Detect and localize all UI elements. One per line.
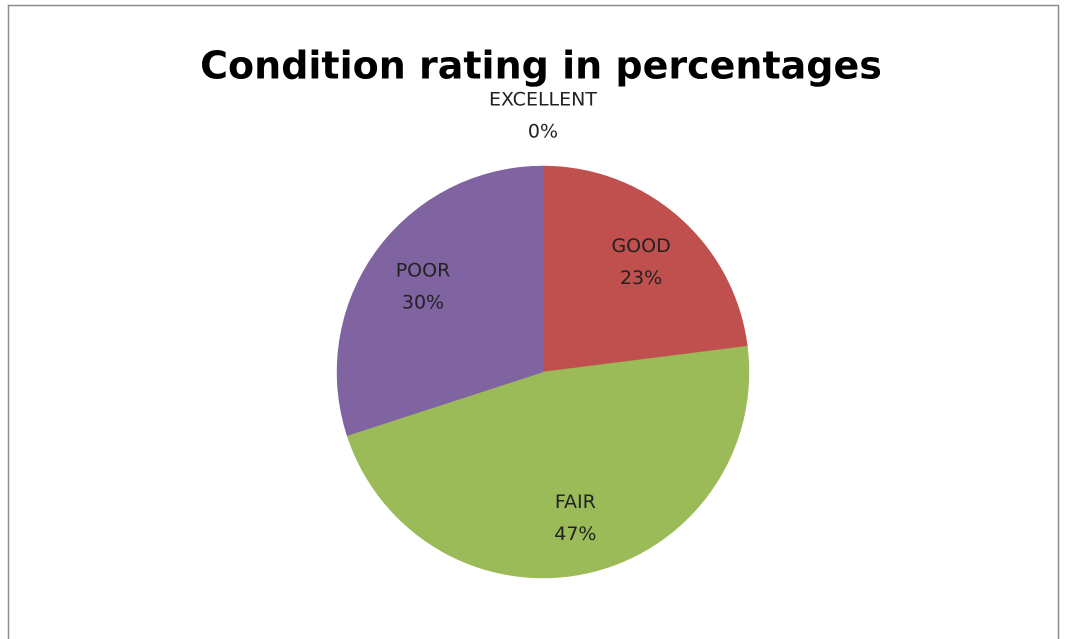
slice-value-label: 23% <box>620 267 662 289</box>
slice-value-label: 0% <box>528 121 558 143</box>
slice-category-label: GOOD <box>611 235 670 257</box>
pie-slice <box>542 165 748 373</box>
pie-slice <box>346 345 750 579</box>
chart-title: Condition rating in percentages <box>200 44 882 88</box>
pie-slice <box>336 165 544 436</box>
slice-category-label: FAIR <box>555 491 596 513</box>
slice-category-label: POOR <box>396 259 451 281</box>
slice-value-label: 47% <box>554 523 596 545</box>
slice-category-label: EXCELLENT <box>489 89 597 111</box>
slice-value-label: 30% <box>402 291 444 313</box>
